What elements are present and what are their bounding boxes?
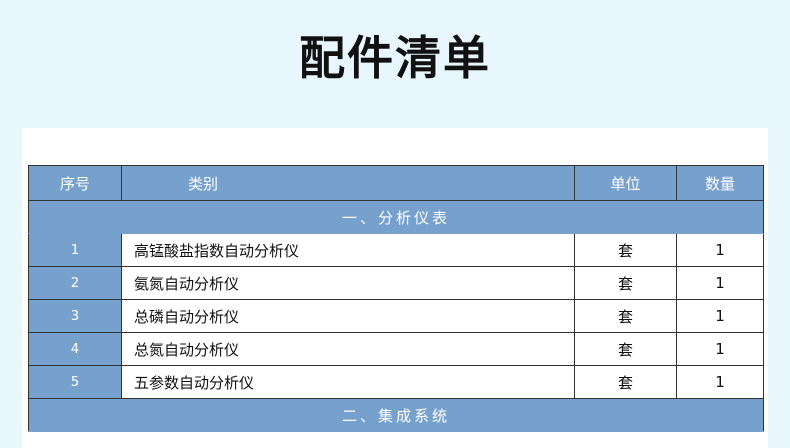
header-category: 类别 bbox=[121, 165, 575, 201]
row-name: 总磷自动分析仪 bbox=[121, 299, 575, 333]
table-row: 1 高锰酸盐指数自动分析仪套 1 bbox=[28, 233, 764, 267]
table-row: 3 总磷自动分析仪套 1 bbox=[28, 299, 764, 333]
table-header: 序号 类别 单位 数量 bbox=[28, 165, 764, 201]
row-unit: 套 bbox=[574, 299, 677, 333]
row-index: 2 bbox=[28, 266, 122, 300]
row-unit: 套 bbox=[574, 266, 677, 300]
table-row: 5 五参数自动分析仪套 1 bbox=[28, 365, 764, 399]
row-quantity: 1 bbox=[676, 365, 764, 399]
row-index: 3 bbox=[28, 299, 122, 333]
row-name: 五参数自动分析仪 bbox=[121, 365, 575, 399]
row-unit: 套 bbox=[574, 233, 677, 267]
row-name: 氨氮自动分析仪 bbox=[121, 266, 575, 300]
row-index: 5 bbox=[28, 365, 122, 399]
section-header: 一、分析仪表 bbox=[28, 200, 764, 234]
header-quantity: 数量 bbox=[676, 165, 764, 201]
row-name: 高锰酸盐指数自动分析仪 bbox=[121, 233, 575, 267]
table-row: 4 总氮自动分析仪套 1 bbox=[28, 332, 764, 366]
row-index: 4 bbox=[28, 332, 122, 366]
parts-table: 序号 类别 单位 数量 一、分析仪表 1 高锰酸盐指数自动分析仪套 1 2 氨氮自动分析… bbox=[28, 165, 764, 432]
table-row: 2 氨氮自动分析仪套 1 bbox=[28, 266, 764, 300]
row-quantity: 1 bbox=[676, 233, 764, 267]
row-quantity: 1 bbox=[676, 332, 764, 366]
row-unit: 套 bbox=[574, 365, 677, 399]
row-index: 1 bbox=[28, 233, 122, 267]
row-quantity: 1 bbox=[676, 299, 764, 333]
page-title: 配件清单 bbox=[299, 31, 491, 85]
row-unit: 套 bbox=[574, 332, 677, 366]
header-index: 序号 bbox=[28, 165, 122, 201]
row-quantity: 1 bbox=[676, 266, 764, 300]
section-header: 二、集成系统 bbox=[28, 398, 764, 432]
row-name: 总氮自动分析仪 bbox=[121, 332, 575, 366]
header-unit: 单位 bbox=[574, 165, 677, 201]
